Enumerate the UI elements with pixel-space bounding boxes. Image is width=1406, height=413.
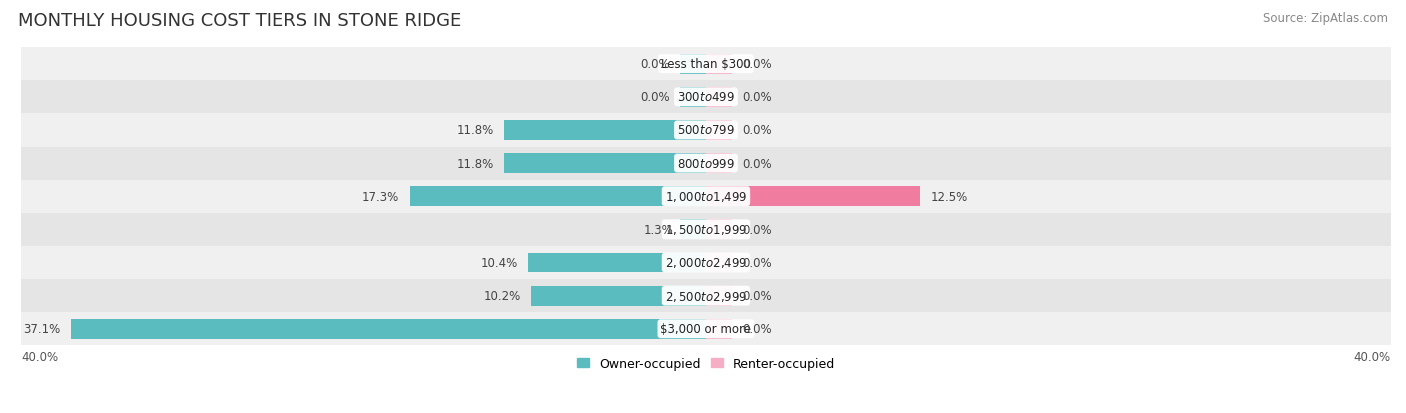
Bar [21,81,1391,114]
Text: 0.0%: 0.0% [742,124,772,137]
Text: 0.0%: 0.0% [742,256,772,269]
Text: 11.8%: 11.8% [457,157,494,170]
Text: 0.0%: 0.0% [640,58,671,71]
Bar [706,286,731,306]
Bar [21,312,1391,345]
Bar [21,48,1391,81]
Text: 0.0%: 0.0% [742,58,772,71]
Text: $1,000 to $1,499: $1,000 to $1,499 [665,190,747,204]
Text: 0.0%: 0.0% [742,157,772,170]
Bar [706,319,731,339]
Text: 10.2%: 10.2% [484,290,522,302]
Text: 17.3%: 17.3% [363,190,399,203]
Bar [21,246,1391,279]
Bar [681,220,706,240]
Text: 10.4%: 10.4% [481,256,517,269]
Bar [503,154,706,173]
Text: 0.0%: 0.0% [640,91,671,104]
Bar [706,253,731,273]
Text: $3,000 or more: $3,000 or more [661,323,751,335]
Bar [503,121,706,140]
Text: 1.3%: 1.3% [644,223,673,236]
Legend: Owner-occupied, Renter-occupied: Owner-occupied, Renter-occupied [572,352,841,375]
Text: $500 to $799: $500 to $799 [678,124,735,137]
Text: 0.0%: 0.0% [742,290,772,302]
Bar [706,154,731,173]
Text: 0.0%: 0.0% [742,91,772,104]
Bar [706,55,731,74]
Bar [21,213,1391,246]
Bar [21,114,1391,147]
Text: $300 to $499: $300 to $499 [678,91,735,104]
Text: $2,500 to $2,999: $2,500 to $2,999 [665,289,747,303]
Bar [70,319,706,339]
Text: 37.1%: 37.1% [22,323,60,335]
Bar [706,88,731,107]
Text: Source: ZipAtlas.com: Source: ZipAtlas.com [1263,12,1388,25]
Text: $800 to $999: $800 to $999 [678,157,735,170]
Bar [527,253,706,273]
Text: MONTHLY HOUSING COST TIERS IN STONE RIDGE: MONTHLY HOUSING COST TIERS IN STONE RIDG… [18,12,461,30]
Bar [706,220,731,240]
Text: $1,500 to $1,999: $1,500 to $1,999 [665,223,747,237]
Bar [681,55,706,74]
Text: 11.8%: 11.8% [457,124,494,137]
Text: Less than $300: Less than $300 [661,58,751,71]
Bar [706,187,920,206]
Text: $2,000 to $2,499: $2,000 to $2,499 [665,256,747,270]
Text: 40.0%: 40.0% [1354,350,1391,363]
Bar [681,88,706,107]
Text: 0.0%: 0.0% [742,323,772,335]
Text: 40.0%: 40.0% [21,350,58,363]
Bar [706,121,731,140]
Bar [531,286,706,306]
Bar [21,180,1391,213]
Text: 0.0%: 0.0% [742,223,772,236]
Bar [21,147,1391,180]
Bar [21,279,1391,312]
Text: 12.5%: 12.5% [931,190,967,203]
Bar [409,187,706,206]
